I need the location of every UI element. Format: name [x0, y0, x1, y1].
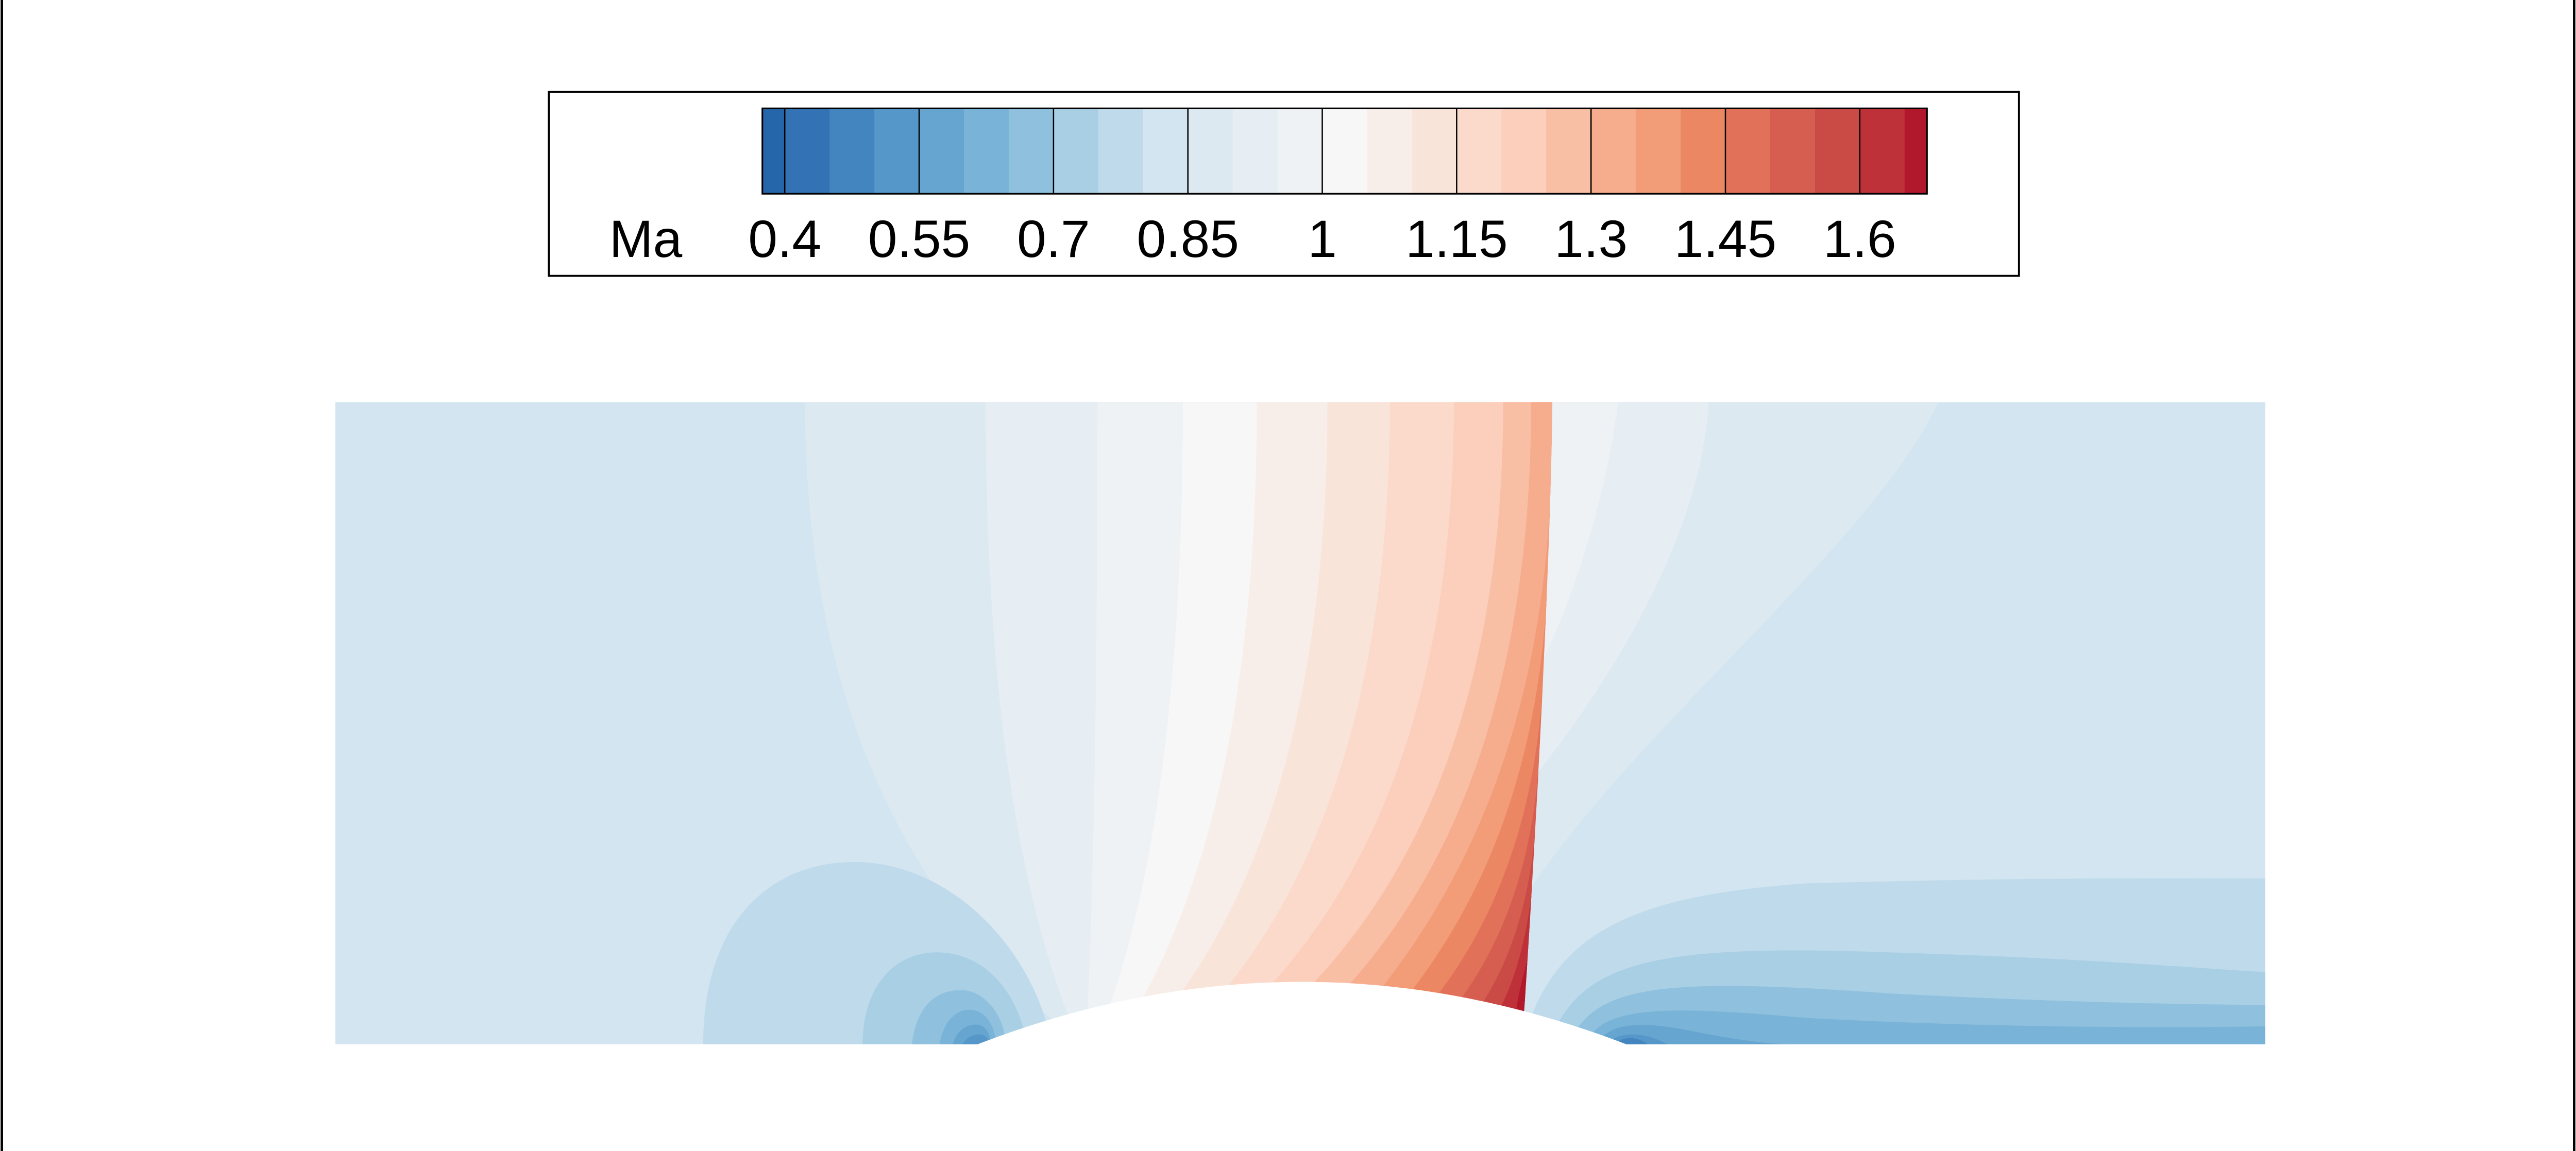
colorbar-segment [1904, 108, 1928, 194]
colorbar-segment [1859, 108, 1905, 194]
colorbar-segment [1546, 108, 1592, 194]
colorbar-segment [1053, 108, 1099, 194]
colorbar: 0.4 0.55 0.7 0.85 1 1.15 1.3 1.45 1.6 [748, 107, 1928, 268]
colorbar-segment [1322, 108, 1368, 194]
colorbar-label: Ma [609, 210, 683, 268]
colorbar-segment [919, 108, 964, 194]
colorbar-segment [785, 108, 831, 194]
colorbar-segment [1143, 108, 1189, 194]
contour-band [1615, 1038, 1648, 1044]
colorbar-segment [762, 108, 786, 194]
colorbar-segment [1591, 108, 1637, 194]
colorbar-tick-label: 1.15 [1405, 210, 1508, 268]
colorbar-tick-label: 1.45 [1674, 210, 1777, 268]
colorbar-tick-label: 1.3 [1554, 210, 1628, 268]
colorbar-tick-label: 0.7 [1017, 210, 1090, 268]
colorbar-segment [1456, 108, 1502, 194]
colorbar-segment [1770, 108, 1816, 194]
contour-band [1544, 402, 1618, 657]
contour-band [1585, 1010, 2266, 1044]
contour-field [335, 402, 2266, 1044]
colorbar-segment [1815, 108, 1860, 194]
contour-band [1516, 960, 1528, 1011]
colorbar-outline [761, 107, 1928, 195]
colorbar-segment [1367, 108, 1413, 194]
colorbar-segment [1725, 108, 1771, 194]
colorbar-segment [1008, 108, 1054, 194]
colorbar-segment [1412, 108, 1458, 194]
colorbar-tick-label: 0.85 [1137, 210, 1239, 268]
colorbar-segment [1501, 108, 1547, 194]
contour-band [962, 1034, 989, 1044]
colorbar-segment [829, 108, 875, 194]
colorbar-tick-label: 0.55 [868, 210, 971, 268]
colorbar-segment [1232, 108, 1278, 194]
colorbar-segment [1636, 108, 1682, 194]
colorbar-segment [1277, 108, 1323, 194]
colorbar-segment [874, 108, 920, 194]
colorbar-segment [1188, 108, 1233, 194]
colorbar-tick-label: 0.4 [748, 210, 821, 268]
colorbar-segment [1681, 108, 1726, 194]
bump [977, 982, 1626, 1059]
colorbar-segment [1098, 108, 1144, 194]
colorbar-tick-label: 1.6 [1823, 210, 1896, 268]
colorbar-tick-label: 1 [1308, 210, 1337, 268]
colorbar-segment [963, 108, 1009, 194]
